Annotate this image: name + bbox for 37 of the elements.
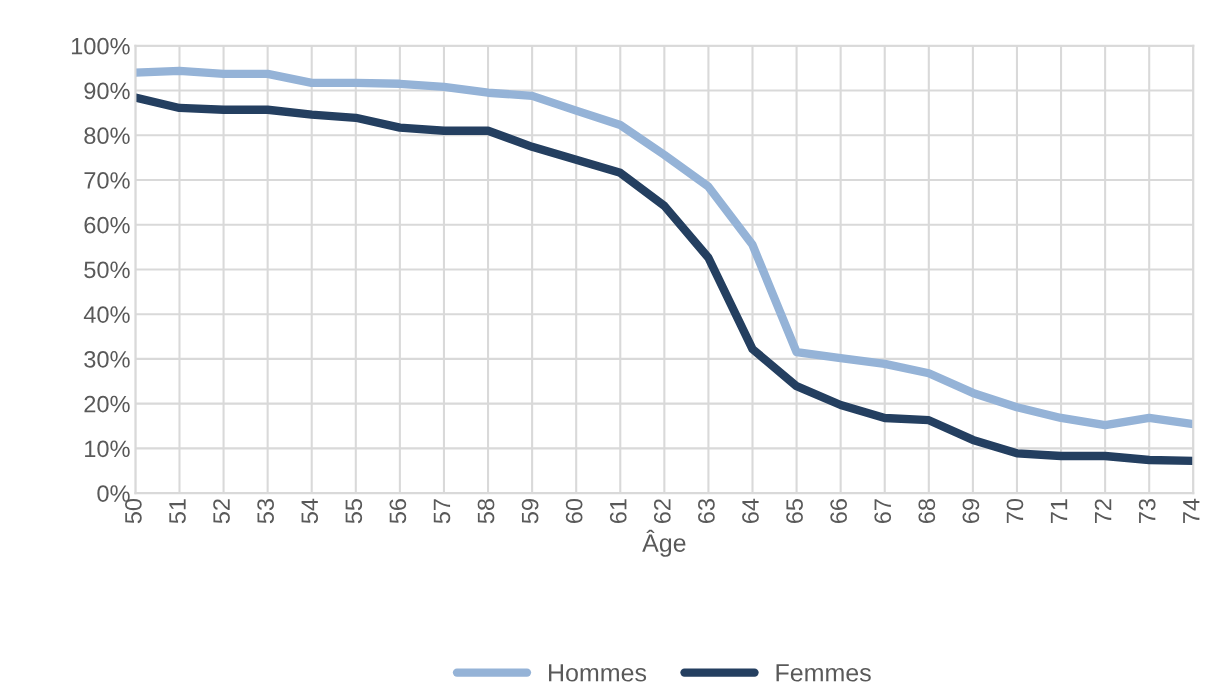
y-tick-label: 70%	[84, 172, 130, 189]
x-tick-label: 54	[301, 498, 319, 524]
y-tick-label: 50%	[84, 261, 130, 279]
x-tick-label: 62	[653, 499, 671, 524]
x-tick-label: 74	[1183, 498, 1200, 524]
x-tick-label: 58	[477, 499, 495, 524]
x-tick-label: 56	[389, 499, 407, 524]
x-tick-label: 64	[742, 498, 759, 524]
x-tick-label: 52	[213, 499, 230, 524]
y-tick-label: 30%	[84, 350, 130, 368]
x-tick-label: 60	[565, 498, 583, 524]
x-tick-label: 65	[786, 498, 803, 524]
x-tick-label: 57	[433, 499, 451, 524]
x-tick-label: 70	[1006, 498, 1024, 524]
y-tick-label: 20%	[84, 395, 130, 413]
y-tick-label: 10%	[85, 440, 130, 458]
y-tick-label: 100%	[71, 37, 130, 55]
x-tick-label: 63	[698, 499, 715, 524]
x-tick-label: 69	[962, 499, 980, 524]
x-tick-label: 61	[609, 499, 627, 524]
x-tick-label: 59	[521, 499, 539, 524]
x-axis-title: Âge	[642, 529, 686, 557]
y-tick-label: 80%	[84, 127, 130, 145]
x-tick-label: 66	[830, 499, 847, 524]
x-tick-label: 53	[257, 499, 274, 524]
legend-label: Hommes	[549, 664, 647, 682]
x-tick-label: 55	[345, 498, 363, 524]
x-tick-label: 51	[169, 499, 186, 524]
y-tick-label: 40%	[83, 306, 130, 323]
y-tick-label: 60%	[84, 216, 130, 234]
x-tick-label: 71	[1050, 499, 1068, 524]
x-tick-label: 72	[1094, 499, 1112, 524]
y-tick-label: 90%	[84, 82, 130, 100]
legend-label: Femmes	[776, 664, 871, 682]
x-tick-label: 73	[1138, 499, 1156, 524]
x-tick-label: 68	[918, 499, 936, 524]
x-tick-label: 67	[874, 499, 892, 524]
